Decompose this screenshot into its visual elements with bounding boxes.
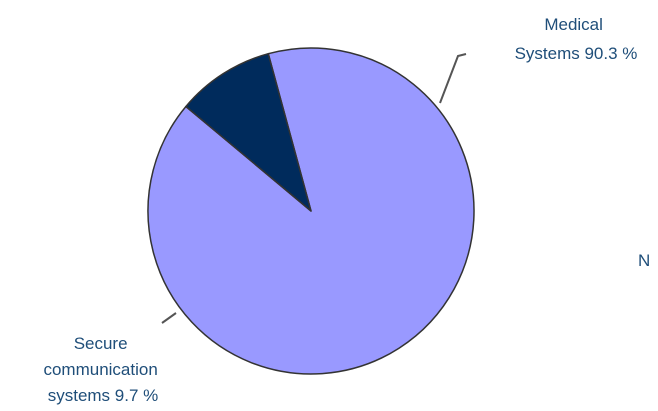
leader-line-secure-communication <box>161 312 177 324</box>
truncated-edge-label: N <box>638 251 650 270</box>
slice-label-medical-systems: Medical Systems 90.3 % <box>515 15 638 63</box>
pie-slice-secure-communication <box>185 52 312 212</box>
slice-label-medical-line-1: Medical <box>544 15 603 34</box>
slice-label-medical-line-2: Systems 90.3 % <box>515 44 638 63</box>
slice-label-secure-line-1: Secure <box>74 334 128 353</box>
slice-label-secure-line-3: systems 9.7 % <box>48 386 159 405</box>
slice-label-secure-line-2: communication <box>43 360 157 379</box>
leader-line-medical-systems <box>439 53 467 104</box>
pie-slices <box>147 47 475 375</box>
slice-label-secure-communication: Secure communication systems 9.7 % <box>43 334 162 405</box>
